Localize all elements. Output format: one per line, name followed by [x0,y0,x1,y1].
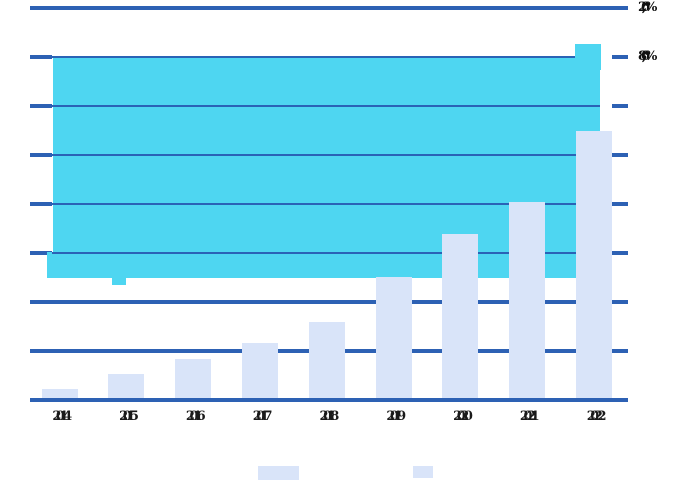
bar[interactable] [175,358,212,400]
gridline-top [30,6,628,10]
inner-gridline [52,154,600,156]
inner-gridline [52,252,600,254]
gridline-right-tick [612,55,628,59]
inner-gridline [52,203,600,205]
x-axis-line [30,398,628,402]
area-end-marker [575,44,601,70]
gridline-right-tick [612,202,628,206]
x-tick-label: 2021 [519,409,540,424]
x-tick-label: 2014 [52,409,72,424]
x-tick-label: 2016 [185,409,206,424]
area-bottom-dip [112,276,126,285]
area-band[interactable] [53,57,600,278]
bar[interactable] [575,131,612,400]
bar[interactable] [241,342,278,400]
right-tick-label: 8,0% [638,49,657,64]
gridline [30,300,628,304]
gridline-right-tick [612,251,628,255]
bar[interactable] [108,374,145,400]
x-tick-label: 2019 [386,409,406,424]
bar[interactable] [442,234,479,400]
x-tick-label: 2017 [252,409,273,424]
legend-swatch[interactable] [258,466,299,480]
legend-swatch[interactable] [413,466,433,478]
x-tick-label: 2020 [453,409,473,424]
gridline-left-tick [30,202,52,206]
bar[interactable] [509,202,546,400]
gridline-right-tick [612,153,628,157]
x-tick-label: 2018 [319,409,340,424]
gridline-left-tick [30,104,52,108]
bar[interactable] [41,388,78,400]
gridline-left-tick [30,55,52,59]
bar[interactable] [375,276,412,400]
gridline-right-tick [612,104,628,108]
gridline-left-tick [30,153,52,157]
area-left-foot [47,252,54,278]
x-tick-label: 2015 [119,409,139,424]
bar[interactable] [308,321,345,400]
right-tick-label: 2,0% [638,0,657,15]
gridline-left-tick [30,251,52,255]
x-tick-label: 2022 [586,409,607,424]
inner-gridline [52,105,600,107]
inner-gridline [52,56,600,58]
